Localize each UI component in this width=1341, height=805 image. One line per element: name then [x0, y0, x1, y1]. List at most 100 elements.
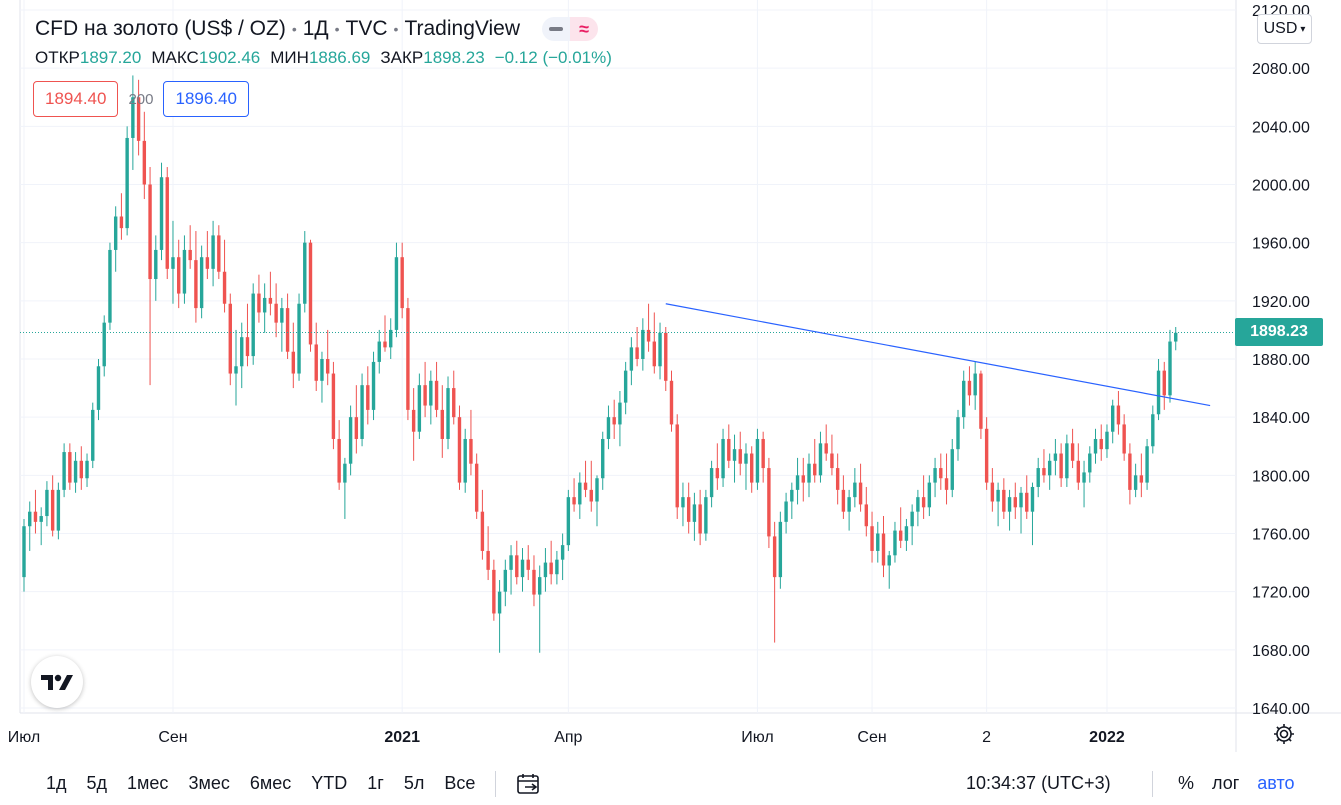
range-1m[interactable]: 1мес: [127, 773, 169, 793]
candle: [366, 366, 370, 425]
range-5y[interactable]: 5л: [403, 773, 425, 793]
candle: [858, 463, 863, 512]
ohlc-high: МАКС 1902.46: [151, 48, 261, 67]
candle-body: [303, 242, 307, 304]
candle: [131, 75, 135, 170]
candle: [681, 482, 685, 527]
candle: [795, 457, 800, 505]
candle: [984, 417, 989, 490]
candle: [732, 434, 737, 483]
candle: [68, 443, 72, 490]
candle-body: [406, 308, 410, 410]
calendar-goto-icon[interactable]: [514, 769, 544, 799]
candle-body: [343, 463, 347, 483]
candle-body: [171, 257, 175, 269]
candle: [664, 327, 668, 391]
candle: [767, 457, 771, 549]
candle-body: [1111, 405, 1115, 432]
candle: [629, 337, 634, 386]
candle-body: [778, 521, 783, 578]
candle-body: [131, 97, 135, 138]
candle-body: [755, 438, 760, 483]
candle-body: [853, 482, 857, 498]
candle: [669, 370, 674, 432]
range-3m[interactable]: 3мес: [188, 773, 230, 793]
percent-scale-toggle[interactable]: %: [1178, 773, 1195, 793]
candle: [79, 446, 83, 490]
candle-body: [469, 438, 473, 464]
candle: [497, 580, 502, 653]
range-ytd[interactable]: YTD: [311, 773, 348, 793]
range-5d[interactable]: 5д: [86, 773, 108, 793]
candle: [148, 167, 152, 386]
x-tick-label: Сен: [857, 729, 886, 746]
candle: [904, 518, 909, 551]
tradingview-logo-icon[interactable]: [31, 656, 83, 708]
candle: [33, 489, 38, 534]
candle: [280, 297, 284, 352]
clock-timezone[interactable]: 10:34:37 (UTC+3): [966, 773, 1111, 793]
candle-body: [560, 545, 565, 560]
candle: [113, 206, 118, 272]
candle-body: [847, 497, 851, 512]
candle: [314, 322, 318, 391]
candle: [1047, 453, 1052, 490]
candle: [331, 361, 336, 450]
candle-body: [692, 504, 697, 522]
candle: [240, 322, 244, 389]
x-tick-label: Сен: [158, 729, 187, 746]
candle-body: [348, 417, 353, 464]
sell-button[interactable]: 1894.40: [33, 81, 119, 117]
candle-body: [813, 463, 817, 476]
y-tick-label: 1880.00: [1252, 352, 1310, 369]
candle: [870, 511, 874, 563]
gear-icon[interactable]: [1270, 720, 1298, 748]
candle-body: [85, 460, 89, 479]
candle: [320, 351, 324, 403]
candle-body: [641, 329, 645, 359]
candle: [675, 414, 679, 519]
candle-body: [858, 482, 863, 505]
currency-selector[interactable]: USD ▾: [1257, 14, 1312, 44]
range-6m[interactable]: 6мес: [249, 773, 292, 793]
hide-legend-icon[interactable]: [542, 17, 571, 41]
chevron-down-icon: ▾: [1300, 23, 1306, 35]
range-1d[interactable]: 1д: [46, 773, 67, 793]
candle: [503, 559, 508, 607]
candle-body: [904, 526, 909, 541]
candle-body: [331, 373, 336, 439]
candle: [1174, 327, 1178, 351]
candle: [1151, 405, 1155, 454]
candle: [102, 315, 106, 377]
range-all[interactable]: Все: [444, 773, 476, 793]
buy-button[interactable]: 1896.40: [163, 81, 249, 117]
candle-body: [234, 366, 238, 374]
candle: [457, 405, 462, 490]
candle: [1019, 486, 1023, 534]
candle-body: [830, 453, 834, 469]
candle: [601, 431, 605, 490]
candle: [205, 231, 210, 280]
candle-body: [669, 380, 674, 425]
candle-body: [148, 184, 152, 280]
candle-body: [474, 463, 479, 512]
title-separator: •: [334, 21, 340, 37]
wave-icon[interactable]: ≈: [570, 17, 599, 41]
auto-scale-toggle[interactable]: авто: [1257, 773, 1295, 793]
candle: [159, 162, 164, 261]
candle: [549, 540, 553, 585]
candle: [538, 565, 542, 653]
symbol-title[interactable]: CFD на золото (US$ / OZ) • 1Д • TVC • Tr…: [35, 14, 612, 44]
chart-legend: CFD на золото (US$ / OZ) • 1Д • TVC • Tr…: [35, 14, 612, 70]
candle: [452, 370, 456, 425]
candle-body: [675, 424, 679, 508]
candle-body: [595, 478, 599, 502]
candle-body: [240, 337, 244, 367]
candle-body: [274, 303, 278, 323]
candle: [73, 452, 78, 493]
candle-body: [795, 475, 800, 490]
candle: [818, 431, 823, 483]
range-1y[interactable]: 1г: [367, 773, 384, 793]
log-scale-toggle[interactable]: лог: [1212, 773, 1240, 793]
